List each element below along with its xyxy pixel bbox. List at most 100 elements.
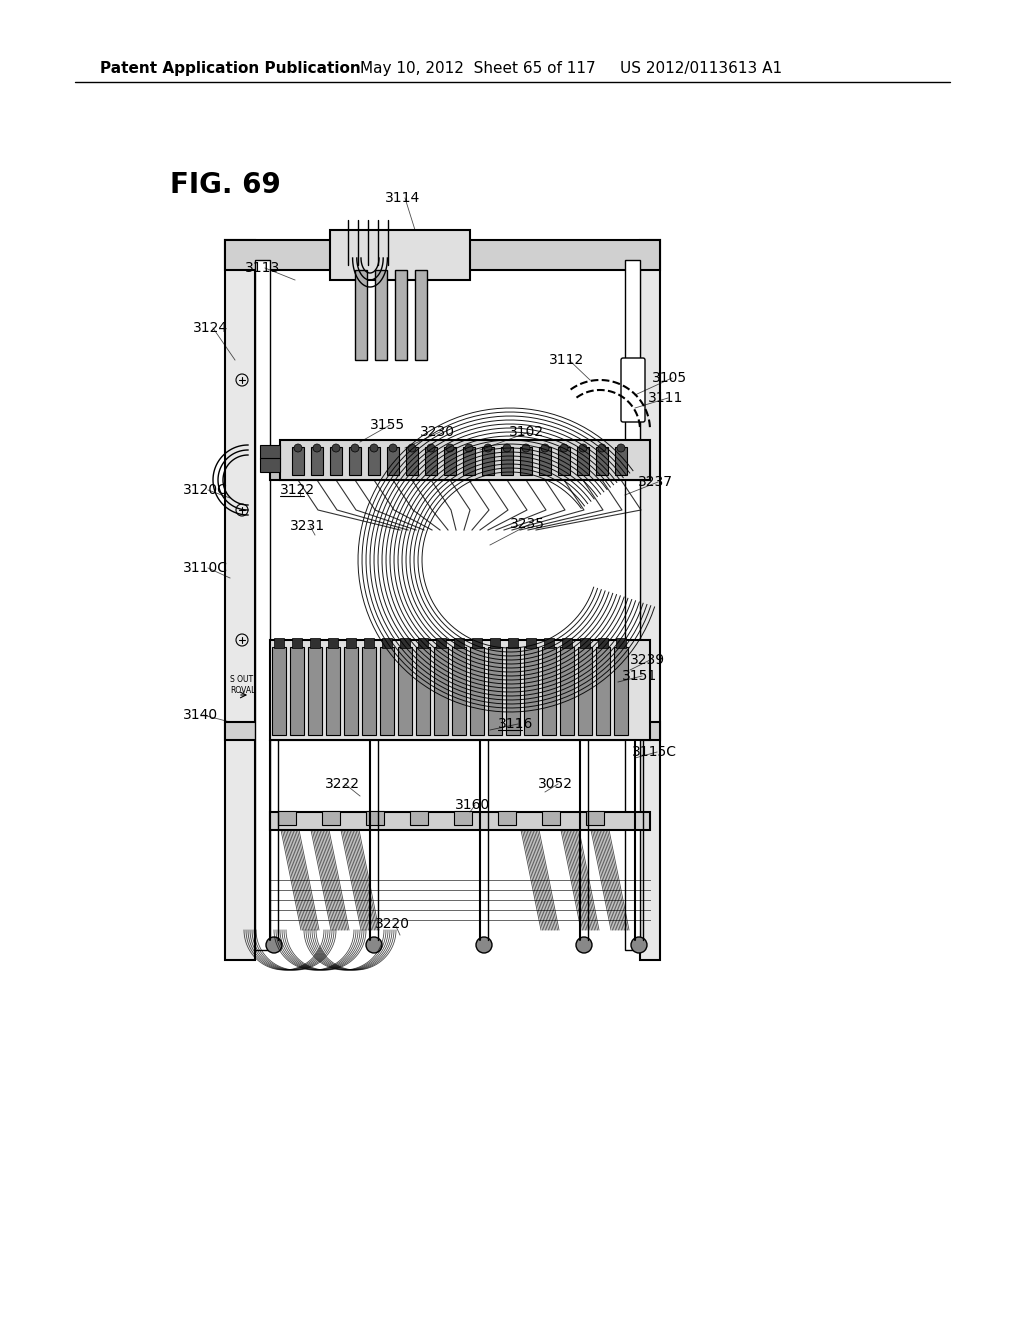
Bar (415, 271, 427, 360)
Bar (398, 647, 412, 735)
Bar (322, 810, 340, 825)
Circle shape (313, 444, 321, 451)
Text: 3239: 3239 (630, 653, 666, 667)
Text: 3140: 3140 (183, 708, 218, 722)
Bar (387, 447, 399, 475)
Text: S OUT
ROVAL: S OUT ROVAL (230, 676, 255, 694)
Bar (640, 240, 660, 960)
Bar (410, 810, 428, 825)
Text: 3120C: 3120C (183, 483, 228, 498)
Bar (326, 647, 340, 735)
Bar (375, 271, 387, 360)
Circle shape (484, 444, 492, 451)
Bar (482, 447, 494, 475)
Bar (344, 647, 358, 735)
Bar (395, 271, 407, 360)
Bar (311, 447, 323, 475)
Bar (452, 647, 466, 735)
Bar (542, 810, 560, 825)
Bar (614, 647, 628, 735)
Bar (292, 638, 302, 648)
Circle shape (370, 444, 378, 451)
Text: 3102: 3102 (509, 425, 544, 440)
Text: 3113: 3113 (245, 261, 281, 275)
Bar (346, 638, 356, 648)
Bar (488, 647, 502, 735)
Bar (260, 458, 280, 473)
Text: 3105: 3105 (652, 371, 687, 385)
Bar (596, 647, 610, 735)
Bar (225, 722, 660, 741)
Bar (520, 447, 532, 475)
Bar (524, 647, 538, 735)
Text: 3237: 3237 (638, 475, 673, 488)
Text: 3160: 3160 (455, 799, 490, 812)
Bar (280, 440, 650, 480)
Bar (454, 810, 472, 825)
Circle shape (503, 444, 511, 451)
Text: 3222: 3222 (325, 777, 360, 791)
Text: 3231: 3231 (290, 519, 326, 533)
Bar (562, 638, 572, 648)
Text: 3110C: 3110C (183, 561, 228, 576)
Bar (436, 638, 446, 648)
Bar (580, 638, 590, 648)
Circle shape (427, 444, 435, 451)
Circle shape (522, 444, 530, 451)
Bar (255, 260, 270, 950)
Text: 3052: 3052 (538, 777, 573, 791)
Bar (225, 240, 255, 960)
Circle shape (631, 937, 647, 953)
Text: Patent Application Publication: Patent Application Publication (100, 61, 360, 75)
Bar (508, 638, 518, 648)
Bar (330, 447, 342, 475)
Text: US 2012/0113613 A1: US 2012/0113613 A1 (620, 61, 782, 75)
Bar (425, 447, 437, 475)
Bar (444, 447, 456, 475)
Circle shape (366, 937, 382, 953)
Bar (416, 647, 430, 735)
Text: 3235: 3235 (510, 517, 545, 531)
Bar (330, 230, 470, 280)
Circle shape (294, 444, 302, 451)
Bar (406, 447, 418, 475)
Circle shape (541, 444, 549, 451)
Bar (380, 647, 394, 735)
Bar (598, 638, 608, 648)
Bar (506, 647, 520, 735)
Bar (290, 647, 304, 735)
Bar (434, 647, 449, 735)
Bar (542, 647, 556, 735)
Text: 3112: 3112 (549, 352, 585, 367)
Bar (539, 447, 551, 475)
Bar (472, 638, 482, 648)
Bar (355, 271, 367, 360)
Bar (225, 240, 660, 271)
Circle shape (332, 444, 340, 451)
Circle shape (575, 937, 592, 953)
Bar (577, 447, 589, 475)
Bar (498, 810, 516, 825)
Bar (625, 260, 640, 950)
Text: 3230: 3230 (420, 425, 455, 440)
Bar (586, 810, 604, 825)
Bar (501, 447, 513, 475)
Text: 3124: 3124 (193, 321, 228, 335)
Circle shape (579, 444, 587, 451)
Bar (463, 447, 475, 475)
Bar (578, 647, 592, 735)
Bar (616, 638, 626, 648)
Text: 3114: 3114 (385, 191, 420, 205)
Bar (526, 638, 536, 648)
Bar (364, 638, 374, 648)
Text: 3122: 3122 (280, 483, 315, 498)
Text: 3151: 3151 (622, 669, 657, 682)
Text: 3116: 3116 (498, 717, 534, 731)
Bar (454, 638, 464, 648)
Bar (368, 447, 380, 475)
Text: 3155: 3155 (370, 418, 406, 432)
Bar (274, 638, 284, 648)
Bar (366, 810, 384, 825)
Bar (270, 640, 650, 741)
Bar (615, 447, 627, 475)
